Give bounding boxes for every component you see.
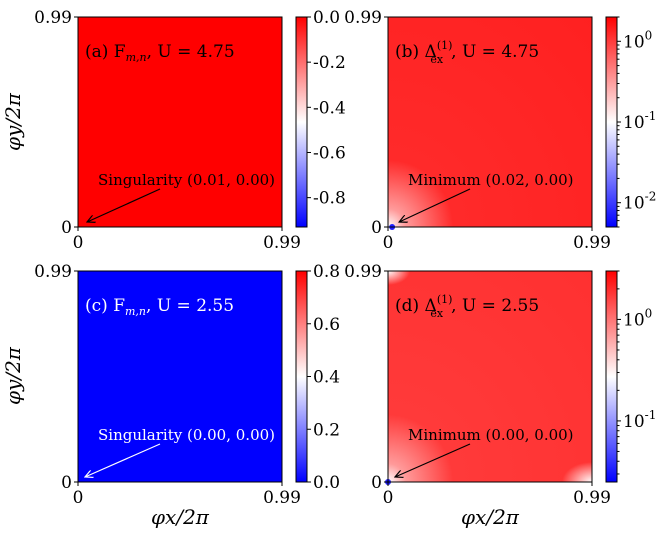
panel-c-colorbar-tick-label: 0.0	[313, 473, 340, 493]
panel-c-x-tick-label: 0.99	[263, 488, 301, 508]
panel-d-colorbar-tick-label: 100	[623, 306, 652, 330]
panel-a-y-tick-label: 0.99	[34, 8, 72, 28]
panel-b-annotation-arrow	[399, 188, 471, 222]
panel-b-x-tick-label: 0.99	[573, 233, 611, 253]
x-axis-label-left: φx/2π	[151, 505, 210, 529]
y-axis-label-top: φy/2π	[1, 92, 25, 151]
panel-d-frame	[387, 270, 593, 483]
panel-a-colorbar-tick-label: -0.2	[313, 53, 346, 73]
panel-b-colorbar-tick-label: 10-2	[623, 190, 656, 214]
y-axis-label-bottom: φy/2π	[1, 346, 25, 405]
panel-d-x-tick-label: 0	[383, 488, 394, 508]
panel-a-colorbar-tick-label: -0.6	[313, 143, 346, 163]
panel-c-heatmap	[78, 271, 282, 482]
panel-c-colorbar-tick-label: 0.4	[313, 368, 340, 388]
panel-b-colorbar	[606, 17, 617, 227]
panel-c-y-tick-label: 0.99	[34, 262, 72, 282]
panel-c-colorbar	[296, 271, 307, 482]
panel-b-label: (b) Δ(1) ex, U = 4.75	[395, 39, 539, 66]
panel-c-label: (c) Fm,n, U = 2.55	[85, 296, 234, 318]
panel-c-annotation-text: Singularity (0.00, 0.00)	[98, 426, 275, 444]
panel-a-annotation-arrow	[87, 188, 161, 222]
panel-c-annotation-arrow	[85, 443, 161, 477]
panel-b-annotation-text: Minimum (0.02, 0.00)	[408, 171, 574, 189]
panel-d-colorbar-tick-label: 10-1	[623, 408, 656, 432]
panel-a-colorbar-tick-label: 0.0	[313, 8, 340, 28]
panel-d-y-tick-label: 0.99	[344, 262, 382, 282]
panel-d-x-tick-label: 0.99	[573, 488, 611, 508]
panel-a-heatmap	[78, 17, 282, 227]
x-axis-label-right: φx/2π	[461, 505, 520, 529]
panel-c-colorbar-tick-label: 0.6	[313, 315, 340, 335]
panel-d-corner-spot	[562, 462, 592, 482]
panel-a-x-tick-label: 0.99	[263, 233, 301, 253]
panel-c-y-tick-label: 0	[61, 473, 72, 493]
panel-b-y-tick-label: 0	[371, 218, 382, 238]
panel-d-heatmap	[388, 271, 592, 482]
panel-d-annotation-arrow	[395, 443, 471, 477]
panel-a-annotation-text: Singularity (0.01, 0.00)	[98, 171, 275, 189]
panel-a-colorbar	[296, 17, 307, 227]
panel-c-x-tick-label: 0	[73, 488, 84, 508]
panel-d-corner-spot	[388, 271, 410, 285]
panel-b-frame	[387, 16, 593, 228]
panel-d-annotation-text: Minimum (0.00, 0.00)	[408, 426, 574, 444]
panel-d-y-tick-label: 0	[371, 473, 382, 493]
panel-a-y-tick-label: 0	[61, 218, 72, 238]
panel-b-heatmap	[388, 17, 592, 227]
panel-a-frame	[77, 16, 283, 228]
panel-c-frame	[77, 270, 283, 483]
panel-a-colorbar-tick-label: -0.8	[313, 189, 346, 209]
panel-d-colorbar-frame	[605, 270, 618, 483]
panel-b-colorbar-tick-label: 10-1	[623, 109, 656, 133]
panel-b-x-tick-label: 0	[383, 233, 394, 253]
panel-b-colorbar-tick-label: 100	[623, 28, 652, 52]
panel-b-y-tick-label: 0.99	[344, 8, 382, 28]
panel-c-colorbar-tick-label: 0.8	[313, 262, 340, 282]
panel-a-label: (a) Fm,n, U = 4.75	[85, 42, 235, 64]
panel-a-colorbar-tick-label: -0.4	[313, 98, 346, 118]
panel-c-colorbar-tick-label: 0.2	[313, 420, 340, 440]
panel-a-colorbar-frame	[295, 16, 308, 228]
panel-d-label: (d) Δ(1) ex, U = 2.55	[395, 293, 539, 320]
panel-a-x-tick-label: 0	[73, 233, 84, 253]
panel-d-colorbar	[606, 271, 617, 482]
